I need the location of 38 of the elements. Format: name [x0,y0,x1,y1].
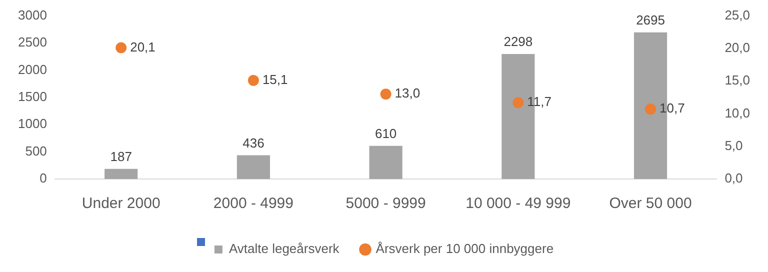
y-tick-label: 3000 [18,7,47,22]
data-label: 610 [374,126,397,141]
point [512,97,524,108]
y-tick-label: 1000 [18,116,47,132]
data-label: 436 [242,135,264,150]
data-label: 2298 [504,34,533,50]
y-tick-label: 1500 [18,88,47,104]
x-tick-label: Under 2000 [82,195,160,212]
data-label: 15,1 [262,72,288,88]
data-label: 2695 [636,12,665,28]
data-label: 20,1 [130,39,156,54]
point [116,42,127,54]
y2-tick-label: 15,0 [724,72,750,88]
x-tick-label: Over 50 000 [609,195,692,212]
x-tick-label: 10 000 - 49 999 [466,195,571,212]
data-label: 13,0 [394,86,420,101]
legend-label: Avtalte legeårsverk [228,241,340,256]
data-label: 10,7 [660,100,685,116]
y2-tick-label: 20,0 [724,40,750,56]
y2-tick-label: 5,0 [724,138,743,153]
y-tick-label: 2500 [18,34,47,50]
y2-tick-label: 10,0 [724,105,750,120]
data-label: 187 [110,148,132,164]
y-tick-label: 2000 [18,62,47,77]
bar [236,155,270,179]
x-tick-label: 2000 - 4999 [213,195,294,212]
y-tick-label: 0 [40,170,47,186]
data-label: 11,7 [527,94,552,110]
point [645,104,656,115]
bar [369,146,402,179]
y2-tick-label: 25,0 [724,7,750,22]
point [248,74,259,86]
point [380,88,392,100]
x-tick-label: 5000 - 9999 [346,195,426,212]
y2-tick-label: 0,0 [724,170,743,186]
y-tick-label: 500 [25,143,47,158]
legend-label: Årsverk per 10 000 innbyggere [376,241,554,256]
bar [104,168,138,179]
